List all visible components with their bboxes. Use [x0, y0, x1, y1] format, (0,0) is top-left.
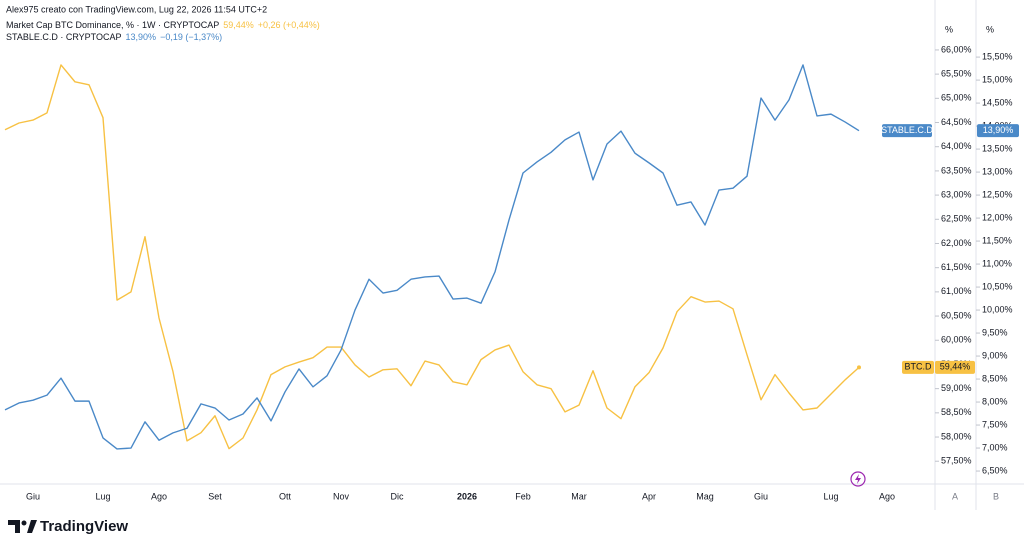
x-tick-label: Giu	[26, 491, 40, 501]
x-tick-label: Lug	[95, 491, 110, 501]
y-tick-label: 66,00%	[941, 44, 972, 54]
y-tick-label: 62,00%	[941, 238, 972, 248]
x-tick-label: Mag	[696, 491, 714, 501]
y-tick-label: 60,50%	[941, 310, 972, 320]
series-tag-bg	[902, 360, 934, 374]
last-value-bg	[935, 360, 975, 374]
y2-tick-label: 6,50%	[982, 465, 1008, 475]
y2-tick-label: 7,00%	[982, 442, 1008, 452]
y2-tick-label: 8,00%	[982, 396, 1008, 406]
x-tick-label: Ago	[151, 491, 167, 501]
y2-tick-label: 9,50%	[982, 327, 1008, 337]
x-tick-label: Lug	[823, 491, 838, 501]
y-tick-label: 57,50%	[941, 456, 972, 466]
legend-value: 13,90%	[126, 32, 157, 42]
y2-tick-label: 7,50%	[982, 419, 1008, 429]
y2-tick-label: 11,00%	[982, 258, 1012, 268]
y2-tick-label: 15,50%	[982, 51, 1013, 61]
series-tag: STABLE.C.D	[881, 125, 933, 135]
x-tick-label: Set	[208, 491, 222, 501]
y2-tick-label: 9,00%	[982, 350, 1008, 360]
legend-value: 59,44%	[223, 20, 254, 30]
series-tag-bg	[882, 124, 932, 138]
y2-tick-label: 10,00%	[982, 304, 1013, 314]
y-tick-label: 61,50%	[941, 262, 972, 272]
y2-tick-label: 13,00%	[982, 166, 1013, 176]
brand: TradingView	[40, 518, 128, 535]
y2-tick-label: 8,50%	[982, 373, 1008, 383]
y-tick-label: 64,50%	[941, 117, 972, 127]
scale-button[interactable]: B	[993, 491, 999, 501]
y2-tick-label: 14,50%	[982, 97, 1013, 107]
last-value-label: 13,90%	[983, 125, 1014, 135]
y-tick-label: 63,00%	[941, 189, 972, 199]
logo	[8, 520, 37, 533]
last-point	[857, 365, 861, 370]
alert-icon-bolt	[855, 474, 861, 484]
attribution: Alex975 creato con TradingView.com, Lug …	[6, 4, 267, 14]
y-tick-label: 62,50%	[941, 214, 972, 224]
y-tick-label: 59,00%	[941, 383, 972, 393]
y2-tick-label: 15,00%	[982, 74, 1013, 84]
x-tick-label: Apr	[642, 491, 656, 501]
scale-button[interactable]: A	[952, 491, 958, 501]
y-tick-label: 64,00%	[941, 141, 972, 151]
legend-entry: STABLE.C.D · CRYPTOCAP 13,90% −0,19 (−1,37…	[6, 32, 222, 42]
y-tick-label: 65,00%	[941, 93, 972, 103]
y2-tick-label: 12,00%	[982, 212, 1013, 222]
legend-title: STABLE.C.D · CRYPTOCAP	[6, 32, 122, 42]
series-line	[4, 64, 860, 450]
legend-change: −0,19 (−1,37%)	[160, 32, 222, 42]
x-tick-label: 2026	[457, 491, 477, 501]
x-tick-label: Ago	[879, 491, 895, 501]
y-tick-label: 60,00%	[941, 335, 972, 345]
x-tick-label: Feb	[515, 491, 531, 501]
y-tick-label: 63,50%	[941, 165, 972, 175]
series-tag: BTC.D	[905, 362, 933, 372]
y2-tick-label: 11,50%	[982, 235, 1012, 245]
y-tick-label: 61,00%	[941, 286, 972, 296]
x-tick-label: Giu	[754, 491, 768, 501]
alert-icon[interactable]	[850, 471, 866, 487]
y2-tick-label: 10,50%	[982, 281, 1013, 291]
legend-entry: Market Cap BTC Dominance, % · 1W · CRYPT…	[6, 20, 320, 30]
series-line	[4, 64, 860, 450]
last-value-label: 59,44%	[940, 362, 971, 372]
y-tick-label: 58,50%	[941, 407, 972, 417]
x-tick-label: Nov	[333, 491, 350, 501]
y2-tick-label: 13,50%	[982, 143, 1013, 153]
x-tick-label: Dic	[391, 491, 404, 501]
y2-unit: %	[986, 24, 994, 34]
legend-change: +0,26 (+0,44%)	[258, 20, 320, 30]
y-tick-label: 58,00%	[941, 431, 972, 441]
x-tick-label: Mar	[571, 491, 587, 501]
last-value-bg	[977, 124, 1019, 138]
y-tick-label: 65,50%	[941, 69, 972, 79]
y2-tick-label: 12,50%	[982, 189, 1013, 199]
y-unit: %	[945, 24, 953, 34]
legend-title: Market Cap BTC Dominance, % · 1W · CRYPT…	[6, 20, 219, 30]
x-tick-label: Ott	[279, 491, 292, 501]
